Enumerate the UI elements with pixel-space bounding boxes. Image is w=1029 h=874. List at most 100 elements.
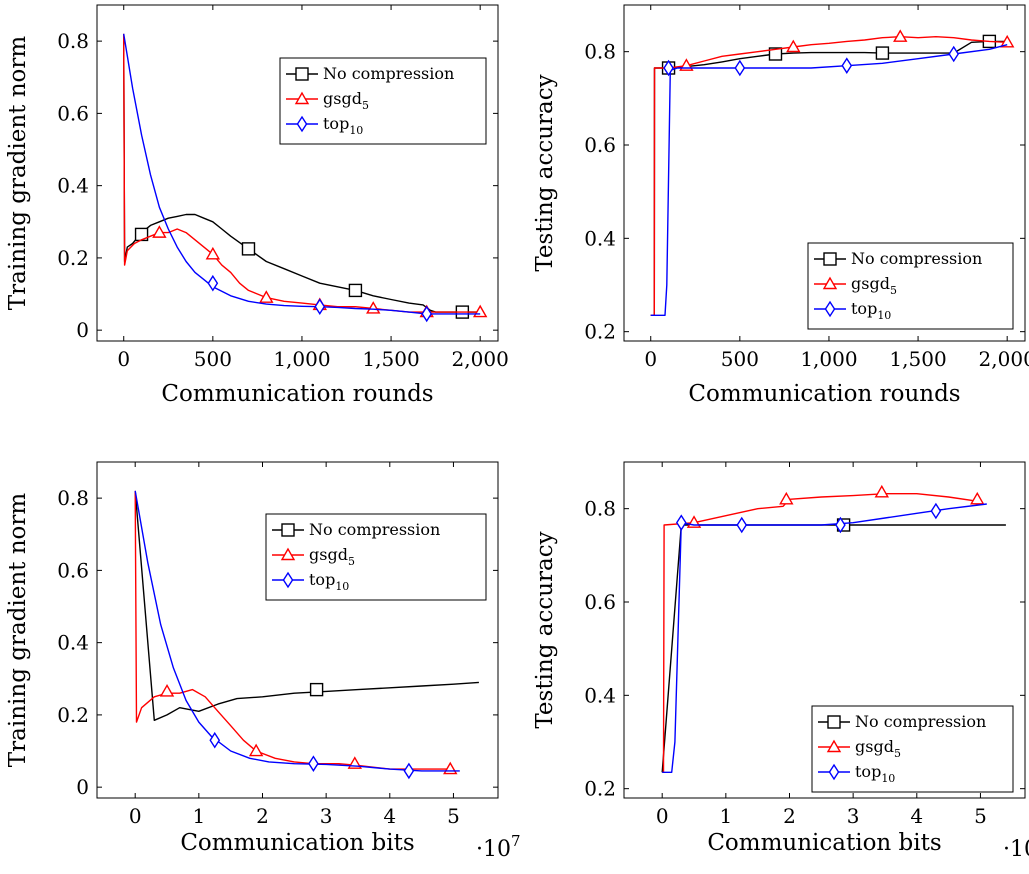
x-tick-label: 0 — [129, 804, 142, 828]
x-tick-label: 1 — [192, 804, 205, 828]
data-marker-gsgd — [472, 304, 488, 318]
data-marker-top — [209, 731, 221, 749]
chart-panel-3: 0 1 2 3 4 5 0 0.2 0.4 0.6 0.8 Communication bits ·10… — [5, 461, 521, 862]
x-tick-label: 1,500 — [362, 347, 419, 371]
y-axis-label: Training gradient norm — [5, 36, 31, 311]
legend-marker-no_compression — [827, 715, 841, 729]
series-line-top — [650, 44, 1008, 316]
data-marker-top — [675, 514, 687, 531]
data-marker-no_compression — [875, 46, 890, 60]
legend-marker-gsgd — [294, 91, 310, 105]
y-tick-label: 0.4 — [57, 631, 89, 655]
data-marker-gsgd — [152, 225, 167, 238]
legend-box — [279, 57, 487, 145]
x-scale-label: ·10 — [476, 837, 511, 862]
series-group — [650, 29, 1015, 316]
x-tick-label: 0 — [117, 347, 130, 371]
data-marker-gsgd — [786, 39, 801, 53]
legend-marker-gsgd — [280, 547, 296, 561]
series-line-top — [123, 33, 481, 315]
data-marker-top — [207, 274, 219, 292]
y-tick-label: 0.6 — [584, 590, 616, 614]
x-tick-label: 1,000 — [273, 347, 330, 371]
data-marker-gsgd — [779, 491, 794, 505]
y-tick-label: 0.8 — [584, 40, 616, 64]
legend-label-no_compression: No compression — [323, 64, 454, 83]
data-marker-gsgd — [893, 29, 908, 42]
data-marker-no_compression — [309, 682, 324, 697]
x-tick-label: 5 — [447, 804, 460, 828]
legend-box — [811, 705, 1014, 793]
x-tick-label: 1,500 — [889, 347, 946, 371]
data-marker-no_compression — [768, 47, 783, 61]
legend-label-gsgd: gsgd5 — [855, 737, 901, 760]
data-marker-gsgd — [999, 34, 1015, 48]
data-marker-gsgd — [205, 246, 221, 260]
data-marker-no_compression — [241, 242, 256, 256]
x-tick-label: 1,000 — [800, 347, 857, 371]
y-tick-label: 0 — [76, 318, 89, 342]
chart-panel-1: 0 500 1,000 1,500 2,000 0 0.2 0.4 0.6 0.8 Communic… — [5, 4, 509, 407]
data-marker-gsgd — [443, 761, 458, 775]
y-tick-label: 0.4 — [584, 683, 616, 707]
plot-frame — [623, 4, 1026, 342]
x-tick-label: 3 — [847, 804, 860, 828]
x-tick-label: 4 — [383, 804, 396, 828]
y-tick-label: 0.2 — [584, 777, 616, 801]
data-marker-top — [736, 516, 748, 534]
y-tick-label: 0.6 — [584, 133, 616, 157]
y-tick-label: 0.6 — [57, 558, 89, 582]
x-tick-label: 2 — [256, 804, 269, 828]
data-marker-top — [948, 45, 960, 63]
data-marker-gsgd — [248, 743, 264, 757]
x-tick-label: 500 — [194, 347, 232, 371]
series-line-top — [134, 490, 460, 772]
legend-marker-top — [824, 300, 836, 318]
legend-marker-gsgd — [826, 739, 842, 753]
legend-box — [265, 513, 487, 601]
data-marker-top — [930, 502, 942, 520]
data-marker-gsgd — [159, 684, 175, 697]
legend-label-gsgd: gsgd5 — [309, 545, 355, 568]
y-tick-label: 0.4 — [584, 226, 616, 250]
legend-label-no_compression: No compression — [851, 249, 982, 268]
legend-marker-top — [828, 763, 840, 781]
data-marker-top — [314, 298, 326, 315]
x-tick-label: 1 — [719, 804, 732, 828]
plot-frame — [623, 461, 1026, 799]
legend-marker-top — [296, 115, 308, 133]
legend-label-no_compression: No compression — [309, 520, 440, 539]
plot-frame — [96, 4, 499, 342]
data-marker-top — [663, 59, 674, 77]
data-marker-top — [308, 755, 319, 772]
legend-marker-no_compression — [281, 523, 295, 537]
y-tick-label: 0.2 — [57, 703, 89, 727]
data-marker-gsgd — [970, 491, 985, 505]
y-tick-label: 0.4 — [57, 174, 89, 198]
legend-marker-top — [282, 571, 294, 589]
y-tick-label: 0 — [76, 775, 89, 799]
legend-marker-no_compression — [823, 252, 837, 266]
data-marker-top — [421, 305, 433, 323]
data-marker-gsgd — [874, 484, 889, 498]
legend-label-no_compression: No compression — [855, 712, 986, 731]
y-tick-label: 0.6 — [57, 101, 89, 125]
data-marker-top — [403, 762, 415, 780]
series-group — [123, 33, 488, 323]
series-group — [134, 490, 479, 780]
legend-box — [807, 242, 1014, 330]
data-marker-top — [835, 516, 846, 534]
series-line-top — [662, 503, 987, 773]
y-tick-label: 0.2 — [57, 246, 89, 270]
x-tick-label: 3 — [320, 804, 333, 828]
x-scale-exponent: 7 — [511, 832, 521, 850]
x-axis-label: Communication rounds — [688, 381, 960, 407]
x-axis-label: Communication bits — [180, 830, 414, 856]
plot-frame — [96, 461, 499, 799]
x-scale-label: ·10 — [1003, 837, 1029, 862]
